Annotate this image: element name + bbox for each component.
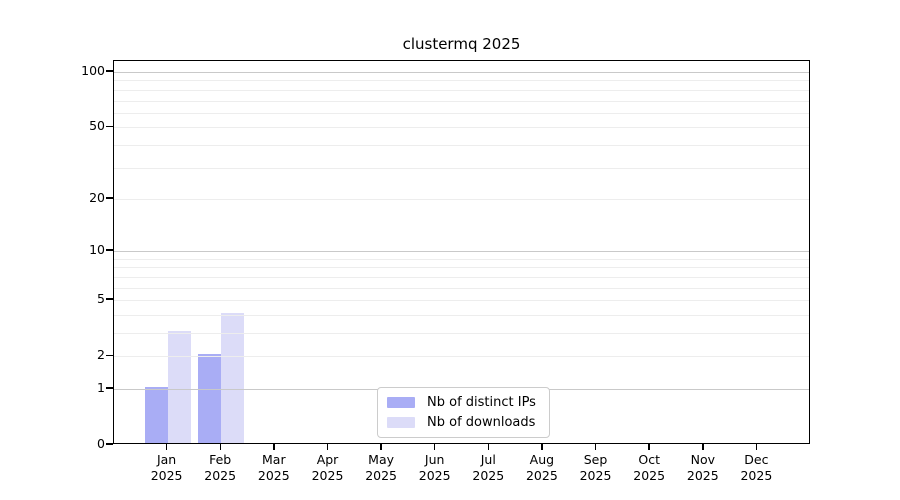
x-tick-label-apr: Apr 2025 xyxy=(296,452,360,483)
x-tick-month: Jul xyxy=(480,452,496,467)
x-tick-mark-jun xyxy=(433,444,436,450)
gridline-y-4 xyxy=(114,314,809,316)
x-tick-month: Dec xyxy=(744,452,769,467)
x-tick-month: Mar xyxy=(262,452,286,467)
x-tick-mark-mar xyxy=(273,444,275,450)
legend-swatch-distinct-ips xyxy=(387,397,415,408)
x-tick-year: 2025 xyxy=(472,467,505,483)
y-tick-label-50: 50 xyxy=(89,118,105,134)
gridline-y-70 xyxy=(114,100,809,102)
y-tick-mark-20 xyxy=(106,197,113,199)
x-tick-month: Oct xyxy=(638,452,660,467)
y-tick-label-2: 2 xyxy=(97,347,105,363)
y-tick-mark-0 xyxy=(106,443,113,445)
gridline-y-40 xyxy=(114,144,809,146)
x-tick-year: 2025 xyxy=(365,467,397,483)
y-tick-mark-5 xyxy=(106,298,113,300)
x-tick-year: 2025 xyxy=(418,467,451,483)
y-tick-mark-1 xyxy=(106,387,113,389)
gridline-y-100 xyxy=(114,72,809,73)
gridline-y-9 xyxy=(114,258,809,260)
x-tick-label-aug: Aug 2025 xyxy=(510,452,574,483)
x-tick-mark-dec xyxy=(755,444,758,450)
x-tick-year: 2025 xyxy=(257,467,290,483)
x-tick-mark-apr xyxy=(326,444,329,450)
x-tick-month: Jan xyxy=(156,452,177,467)
x-tick-year: 2025 xyxy=(579,467,612,483)
x-tick-label-may: May 2025 xyxy=(349,452,413,483)
y-tick-mark-10 xyxy=(106,249,113,251)
x-tick-month: Aug xyxy=(529,452,555,467)
y-tick-mark-50 xyxy=(106,125,113,127)
legend-swatch-downloads xyxy=(387,417,415,428)
gridline-y-30 xyxy=(114,167,809,169)
x-tick-label-feb: Feb 2025 xyxy=(188,452,252,483)
x-tick-label-jan: Jan 2025 xyxy=(135,452,199,483)
gridline-y-6 xyxy=(114,287,809,289)
x-tick-month: Jun xyxy=(424,452,445,467)
chart-title: clustermq 2025 xyxy=(402,35,521,53)
legend: Nb of distinct IPs Nb of downloads xyxy=(377,387,550,438)
y-tick-mark-2 xyxy=(106,354,113,356)
gridline-y-90 xyxy=(114,80,809,82)
legend-row-distinct-ips: Nb of distinct IPs xyxy=(387,395,536,410)
x-tick-year: 2025 xyxy=(204,467,237,483)
x-tick-year: 2025 xyxy=(740,467,773,483)
x-tick-mark-sep xyxy=(594,444,597,450)
legend-label: Nb of downloads xyxy=(427,415,536,430)
x-tick-label-mar: Mar 2025 xyxy=(242,452,306,483)
y-tick-mark-100 xyxy=(106,70,113,72)
bar-distinct-ips-jan xyxy=(144,387,168,443)
plot-area: Nb of distinct IPs Nb of downloads xyxy=(113,60,810,444)
gridline-y-8 xyxy=(114,267,809,269)
x-tick-mark-jan xyxy=(165,444,168,450)
gridline-y-50 xyxy=(114,127,809,129)
x-tick-label-dec: Dec 2025 xyxy=(724,452,788,483)
y-tick-label-20: 20 xyxy=(89,189,105,205)
gridlines-layer xyxy=(114,61,809,443)
x-tick-month: Feb xyxy=(209,452,232,467)
gridline-y-60 xyxy=(114,112,809,114)
gridline-y-20 xyxy=(114,198,809,200)
x-tick-mark-feb xyxy=(219,444,221,450)
legend-row-downloads: Nb of downloads xyxy=(387,415,536,430)
x-tick-label-jul: Jul 2025 xyxy=(456,452,520,483)
x-tick-label-oct: Oct 2025 xyxy=(617,452,681,483)
x-tick-year: 2025 xyxy=(150,467,183,483)
x-tick-year: 2025 xyxy=(686,467,719,483)
x-tick-month: Nov xyxy=(690,452,715,467)
y-tick-label-10: 10 xyxy=(89,242,105,258)
x-tick-label-nov: Nov 2025 xyxy=(671,452,735,483)
x-tick-mark-jul xyxy=(487,444,490,450)
gridline-y-80 xyxy=(114,89,809,91)
y-tick-label-5: 5 xyxy=(97,291,105,307)
x-tick-year: 2025 xyxy=(633,467,666,483)
bar-distinct-ips-feb xyxy=(198,354,222,443)
gridline-y-10 xyxy=(114,251,809,253)
bar-downloads-jan xyxy=(167,331,191,443)
gridline-y-7 xyxy=(114,276,809,278)
x-tick-mark-may xyxy=(380,444,382,450)
y-tick-label-0: 0 xyxy=(97,436,105,451)
gridline-y-3 xyxy=(114,333,809,334)
x-tick-mark-oct xyxy=(648,444,650,450)
legend-label: Nb of distinct IPs xyxy=(427,395,536,410)
x-tick-label-jun: Jun 2025 xyxy=(403,452,467,483)
x-tick-year: 2025 xyxy=(525,467,558,483)
x-tick-mark-nov xyxy=(702,444,704,450)
x-tick-mark-aug xyxy=(541,444,543,450)
x-tick-month: Sep xyxy=(583,452,608,467)
x-tick-month: May xyxy=(368,452,395,467)
gridline-y-5 xyxy=(114,300,809,302)
bars-layer xyxy=(114,61,809,443)
x-tick-year: 2025 xyxy=(311,467,344,483)
gridline-y-2 xyxy=(114,356,809,358)
x-tick-month: Apr xyxy=(316,452,339,467)
y-tick-label-100: 100 xyxy=(81,63,105,78)
y-tick-label-1: 1 xyxy=(97,380,105,395)
bar-downloads-feb xyxy=(221,312,245,443)
x-tick-label-sep: Sep 2025 xyxy=(564,452,628,483)
